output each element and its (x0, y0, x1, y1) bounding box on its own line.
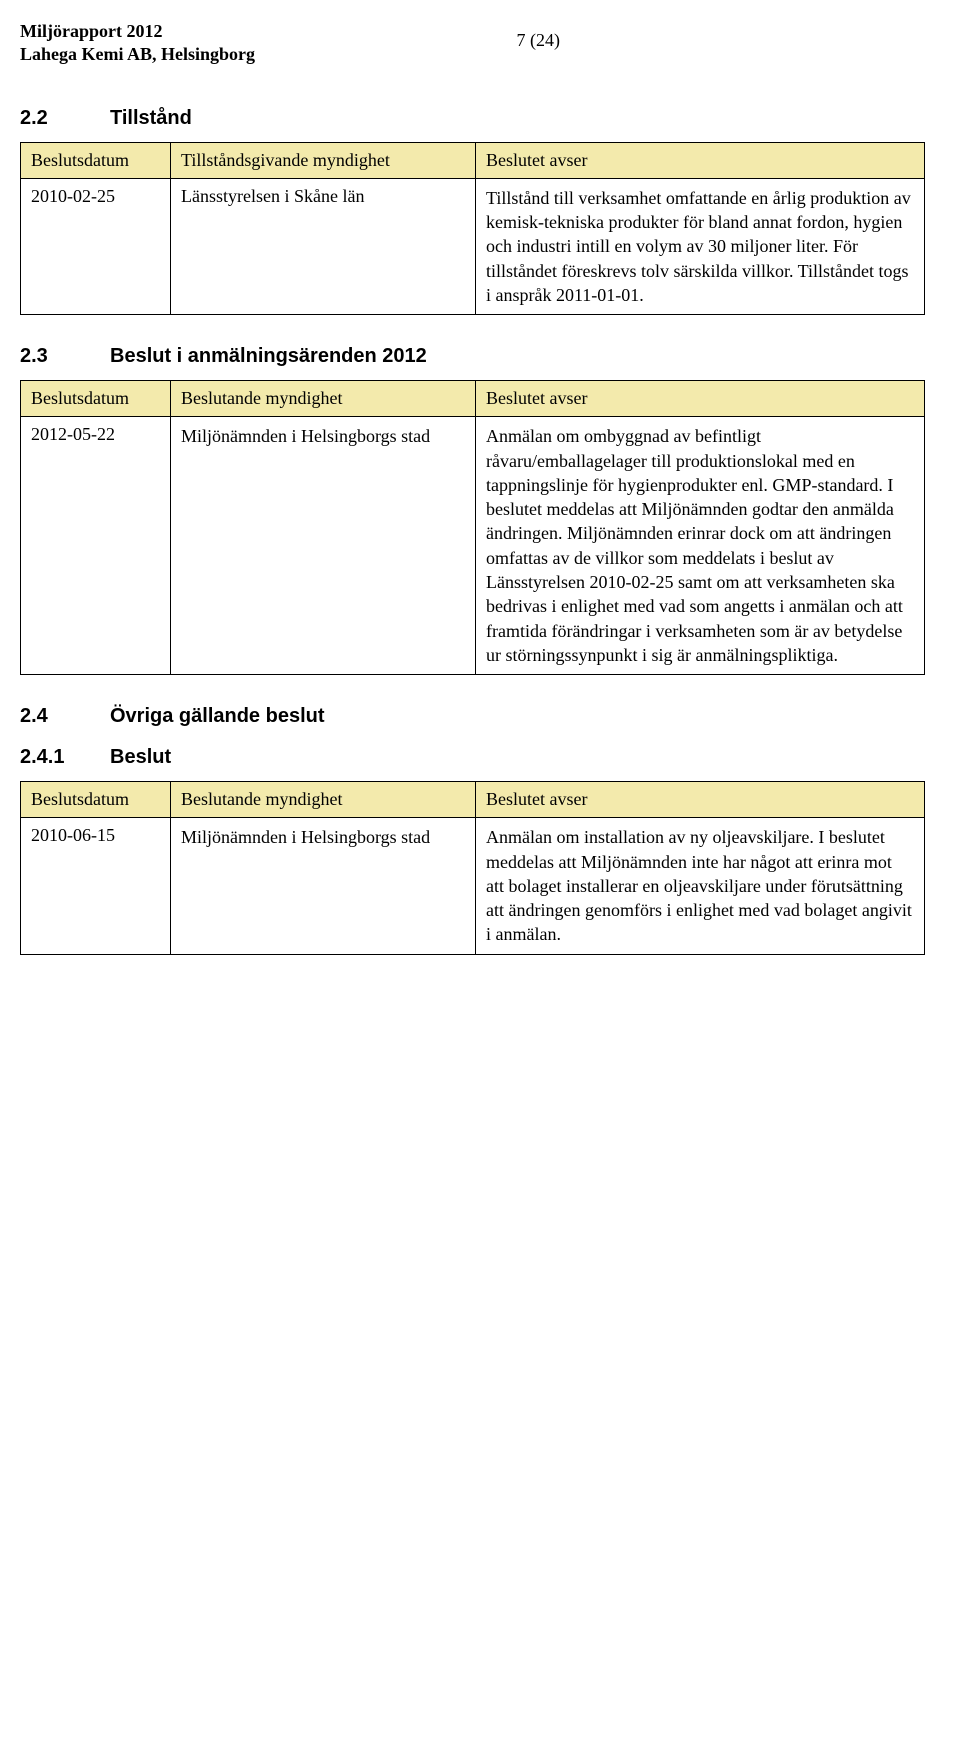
col-body-header: Beslutet avser (476, 381, 925, 417)
cell-body: Anmälan om ombyggnad av befintligt råvar… (476, 417, 925, 675)
section-2-2-num: 2.2 (20, 107, 110, 130)
table-header-row: Beslutsdatum Tillståndsgivande myndighet… (21, 142, 925, 178)
cell-date: 2010-02-25 (21, 178, 171, 314)
section-2-4-1-num: 2.4.1 (20, 746, 110, 769)
cell-authority: Länsstyrelsen i Skåne län (171, 178, 476, 314)
cell-body: Tillstånd till verksamhet omfattande en … (476, 178, 925, 314)
report-title: Miljörapport 2012 (20, 20, 255, 43)
section-2-4-1-heading: 2.4.1Beslut (20, 746, 940, 769)
page-header: Miljörapport 2012 Lahega Kemi AB, Helsin… (20, 20, 940, 67)
section-2-2-heading: 2.2Tillstånd (20, 107, 940, 130)
table-row: 2010-02-25 Länsstyrelsen i Skåne län Til… (21, 178, 925, 314)
section-2-3-heading: 2.3Beslut i anmälningsärenden 2012 (20, 345, 940, 368)
table-header-row: Beslutsdatum Beslutande myndighet Beslut… (21, 782, 925, 818)
col-date-header: Beslutsdatum (21, 142, 171, 178)
cell-date: 2010-06-15 (21, 818, 171, 954)
section-2-3-num: 2.3 (20, 345, 110, 368)
section-2-4-title: Övriga gällande beslut (110, 705, 325, 727)
table-2-2: Beslutsdatum Tillståndsgivande myndighet… (20, 142, 925, 315)
col-authority-header: Beslutande myndighet (171, 381, 476, 417)
cell-authority: Miljönämnden i Helsingborgs stad (171, 417, 476, 675)
table-row: 2012-05-22 Miljönämnden i Helsingborgs s… (21, 417, 925, 675)
section-2-4-1-title: Beslut (110, 746, 171, 768)
page-number: 7 (24) (517, 30, 561, 51)
cell-authority: Miljönämnden i Helsingborgs stad (171, 818, 476, 954)
table-2-4-1: Beslutsdatum Beslutande myndighet Beslut… (20, 781, 925, 954)
col-authority-header: Beslutande myndighet (171, 782, 476, 818)
table-2-3: Beslutsdatum Beslutande myndighet Beslut… (20, 380, 925, 675)
col-date-header: Beslutsdatum (21, 782, 171, 818)
col-body-header: Beslutet avser (476, 142, 925, 178)
section-2-2-title: Tillstånd (110, 107, 192, 129)
section-2-4-num: 2.4 (20, 705, 110, 728)
header-left: Miljörapport 2012 Lahega Kemi AB, Helsin… (20, 20, 255, 67)
report-subtitle: Lahega Kemi AB, Helsingborg (20, 43, 255, 66)
section-2-4-heading: 2.4Övriga gällande beslut (20, 705, 940, 728)
col-body-header: Beslutet avser (476, 782, 925, 818)
section-2-3-title: Beslut i anmälningsärenden 2012 (110, 345, 427, 367)
col-authority-header: Tillståndsgivande myndighet (171, 142, 476, 178)
cell-date: 2012-05-22 (21, 417, 171, 675)
table-header-row: Beslutsdatum Beslutande myndighet Beslut… (21, 381, 925, 417)
col-date-header: Beslutsdatum (21, 381, 171, 417)
table-row: 2010-06-15 Miljönämnden i Helsingborgs s… (21, 818, 925, 954)
cell-body: Anmälan om installation av ny oljeavskil… (476, 818, 925, 954)
